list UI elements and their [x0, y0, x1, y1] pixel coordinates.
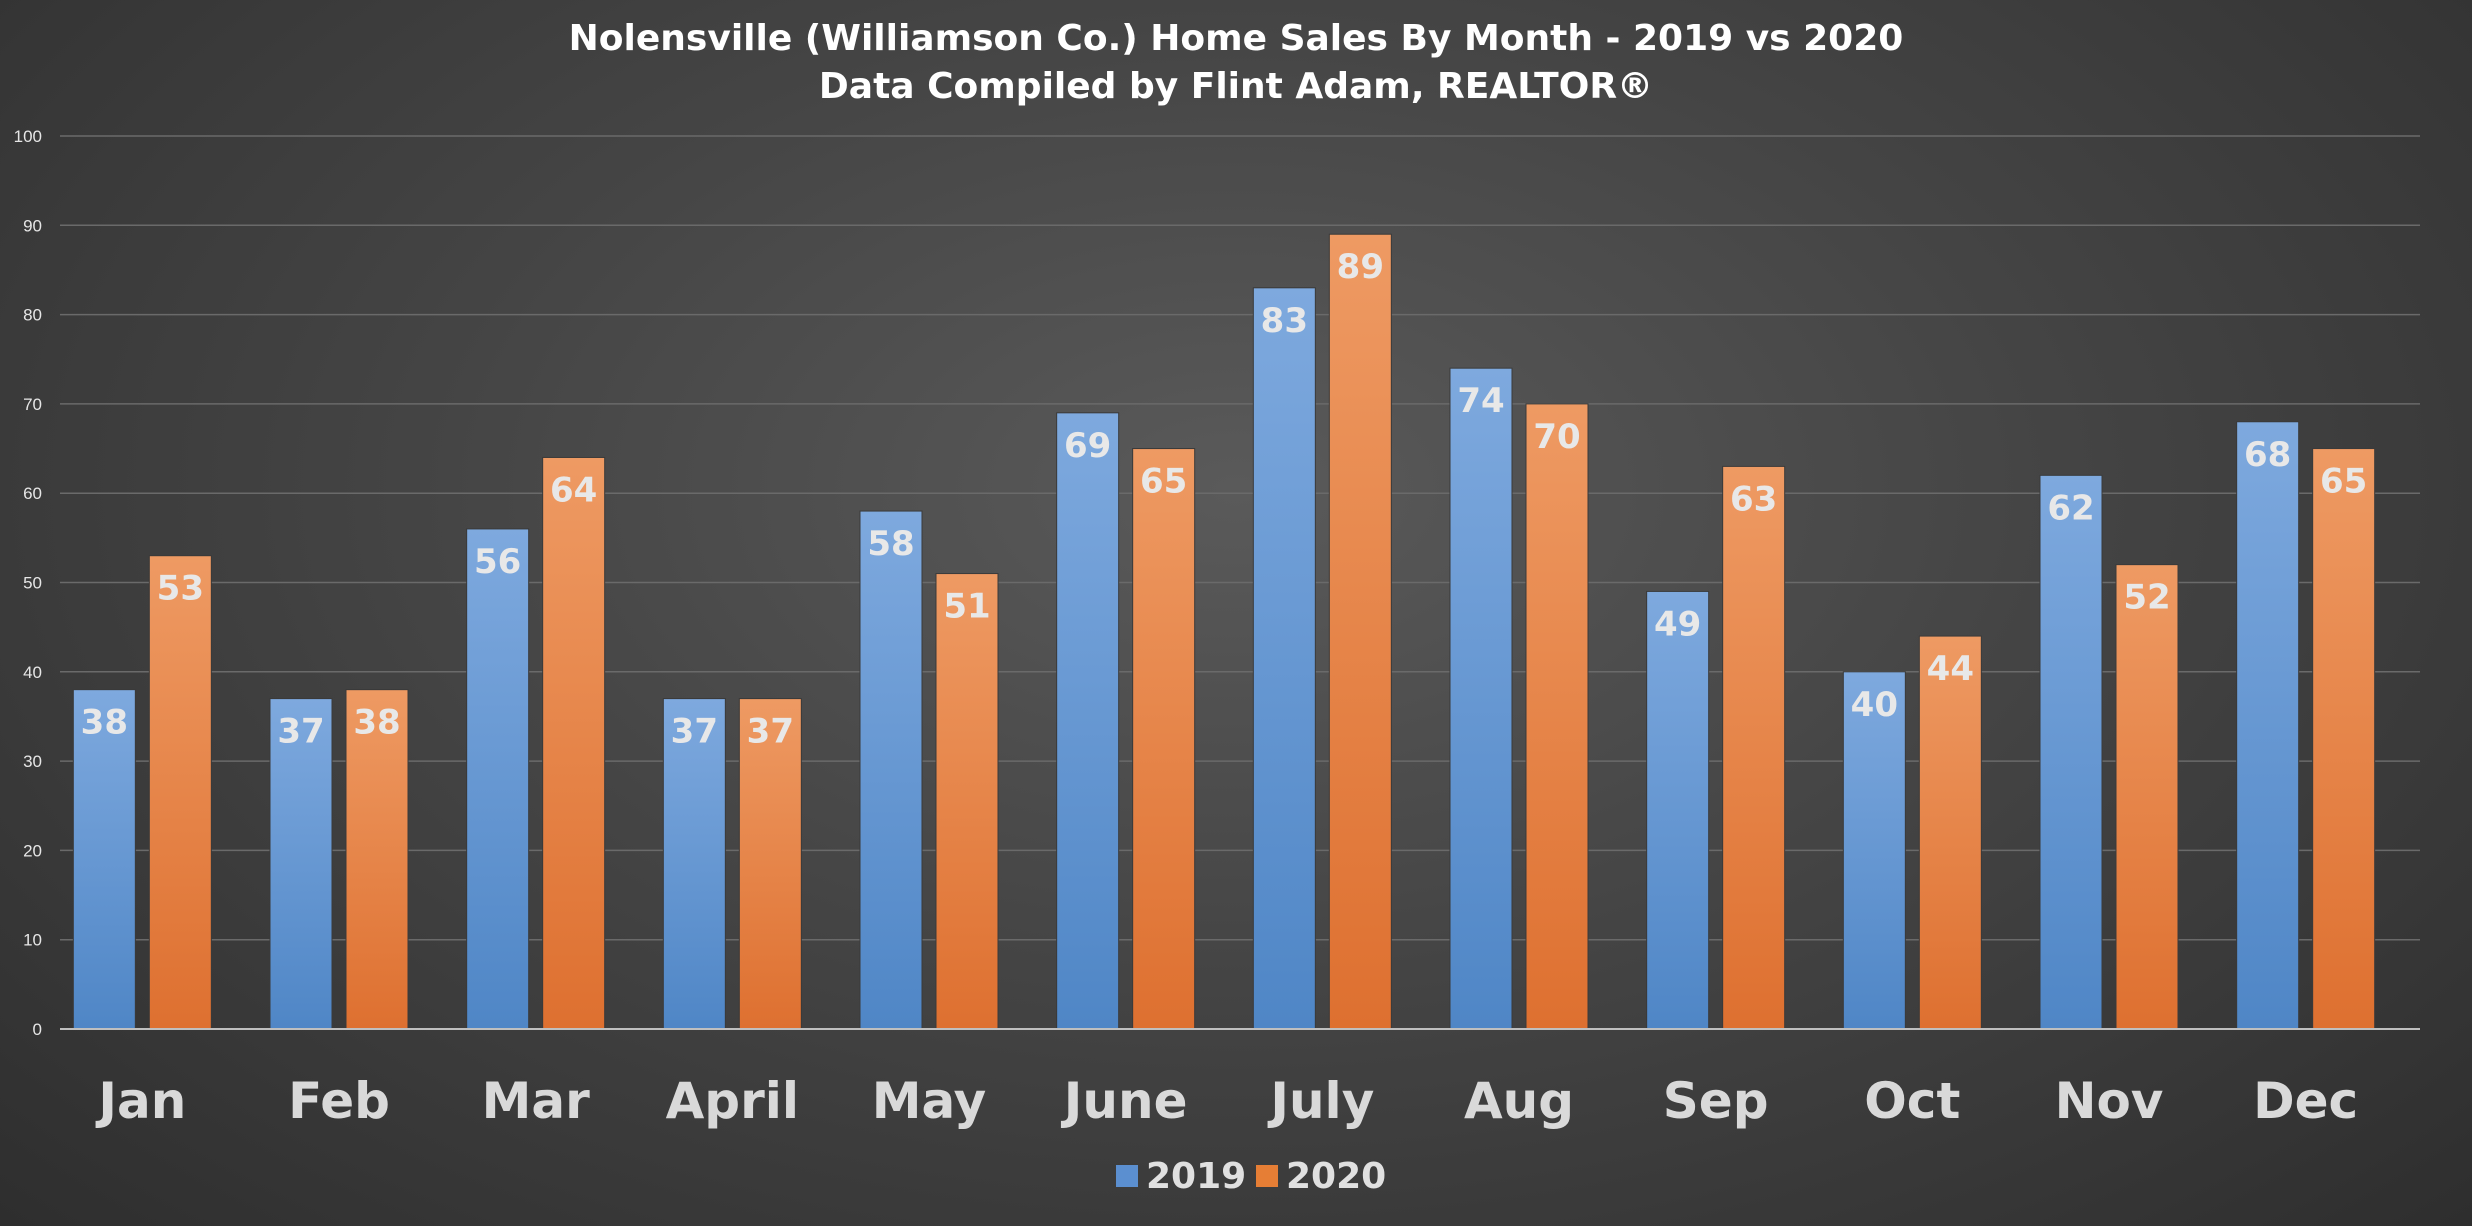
data-label-2019-jan: 38 [81, 703, 128, 743]
category-label-may: May [872, 1072, 987, 1130]
bar-2020-nov [2115, 564, 2179, 1030]
data-label-2019-mar: 56 [474, 542, 521, 582]
data-label-2020-may: 51 [943, 587, 990, 627]
y-tick-label: 40 [23, 663, 42, 682]
y-tick-label: 30 [23, 752, 42, 771]
bar-2020-oct [1918, 635, 1982, 1030]
chart-subtitle: Data Compiled by Flint Adam, REALTOR® [819, 66, 1653, 107]
category-label-dec: Dec [2253, 1072, 2358, 1130]
data-label-2020-april: 37 [747, 712, 794, 752]
bar-2020-sep [1722, 465, 1786, 1030]
data-label-2020-aug: 70 [1533, 417, 1580, 457]
legend-label: 2020 [1286, 1156, 1386, 1197]
data-label-2019-dec: 68 [2244, 435, 2291, 475]
y-tick-label: 60 [23, 484, 42, 503]
legend-swatch [1256, 1165, 1278, 1187]
data-label-2019-april: 37 [671, 712, 718, 752]
bar-2019-april [662, 698, 726, 1030]
bar-2019-aug [1449, 367, 1513, 1030]
bar-2019-feb [269, 698, 333, 1030]
y-tick-label: 50 [23, 574, 42, 593]
y-axis-tick-labels: 0 10 20 30 40 50 60 70 80 90 100 [14, 127, 42, 1039]
category-label-oct: Oct [1864, 1072, 1960, 1130]
y-tick-label: 10 [23, 931, 42, 950]
bar-2019-mar [466, 528, 530, 1030]
x-axis-category-labels: Jan Feb Mar April May June July Aug Sep Oct Nov Dec [95, 1072, 2358, 1130]
bar-2019-nov [2039, 474, 2103, 1030]
legend-swatch [1116, 1165, 1138, 1187]
bar-2019-sep [1646, 590, 1710, 1030]
data-label-2020-oct: 44 [1927, 649, 1974, 689]
y-tick-label: 80 [23, 306, 42, 325]
y-tick-label: 20 [23, 841, 42, 860]
bar-2019-july [1252, 287, 1316, 1030]
y-tick-label: 100 [14, 127, 42, 146]
bar-2020-aug [1525, 403, 1589, 1030]
category-label-nov: Nov [2055, 1072, 2164, 1130]
bar-2019-dec [2236, 421, 2300, 1030]
category-label-jan: Jan [95, 1072, 186, 1130]
data-label-2019-sep: 49 [1654, 604, 1701, 644]
bar-2019-may [859, 510, 923, 1030]
data-label-2019-may: 58 [867, 524, 914, 564]
data-label-2020-feb: 38 [353, 703, 400, 743]
bar-2020-dec [2312, 448, 2376, 1030]
legend: 2019 2020 [1116, 1156, 1386, 1197]
data-label-2019-june: 69 [1064, 426, 1111, 466]
y-tick-label: 0 [33, 1020, 42, 1039]
category-label-feb: Feb [288, 1072, 390, 1130]
data-label-2019-aug: 74 [1457, 381, 1504, 421]
legend-label: 2019 [1146, 1156, 1246, 1197]
gridlines [60, 135, 2420, 941]
data-label-2020-nov: 52 [2123, 578, 2170, 618]
y-tick-label: 90 [23, 216, 42, 235]
legend-item-2020: 2020 [1256, 1156, 1386, 1197]
bar-2020-june [1132, 448, 1196, 1030]
data-label-2020-mar: 64 [550, 470, 597, 510]
data-label-2019-oct: 40 [1851, 685, 1898, 725]
bar-2020-may [935, 573, 999, 1030]
legend-item-2019: 2019 [1116, 1156, 1246, 1197]
bar-2019-oct [1842, 671, 1906, 1030]
bar-2019-june [1056, 412, 1120, 1030]
data-label-2020-july: 89 [1337, 247, 1384, 287]
bar-2019-jan [72, 689, 136, 1030]
chart-title: Nolensville (Williamson Co.) Home Sales … [569, 18, 1904, 59]
y-tick-label: 70 [23, 395, 42, 414]
category-label-sep: Sep [1663, 1072, 1769, 1130]
bars [72, 233, 2376, 1030]
data-label-2020-june: 65 [1140, 462, 1187, 502]
data-labels: 38 53 37 38 56 64 37 37 58 51 69 65 83 89 74 70 49 63 40 44… [81, 247, 2368, 751]
data-label-2019-nov: 62 [2047, 488, 2094, 528]
category-label-mar: Mar [482, 1072, 590, 1130]
data-label-2019-feb: 37 [277, 712, 324, 752]
bar-2020-jan [148, 555, 212, 1030]
data-label-2019-july: 83 [1261, 301, 1308, 341]
category-label-june: June [1061, 1072, 1188, 1130]
category-label-april: April [666, 1072, 799, 1130]
data-label-2020-dec: 65 [2320, 462, 2367, 502]
category-label-aug: Aug [1464, 1072, 1574, 1130]
data-label-2020-sep: 63 [1730, 479, 1777, 519]
bar-2020-april [738, 698, 802, 1030]
data-label-2020-jan: 53 [157, 569, 204, 609]
bar-2020-july [1328, 233, 1392, 1030]
category-label-july: July [1267, 1072, 1374, 1130]
bar-2020-mar [542, 456, 606, 1030]
